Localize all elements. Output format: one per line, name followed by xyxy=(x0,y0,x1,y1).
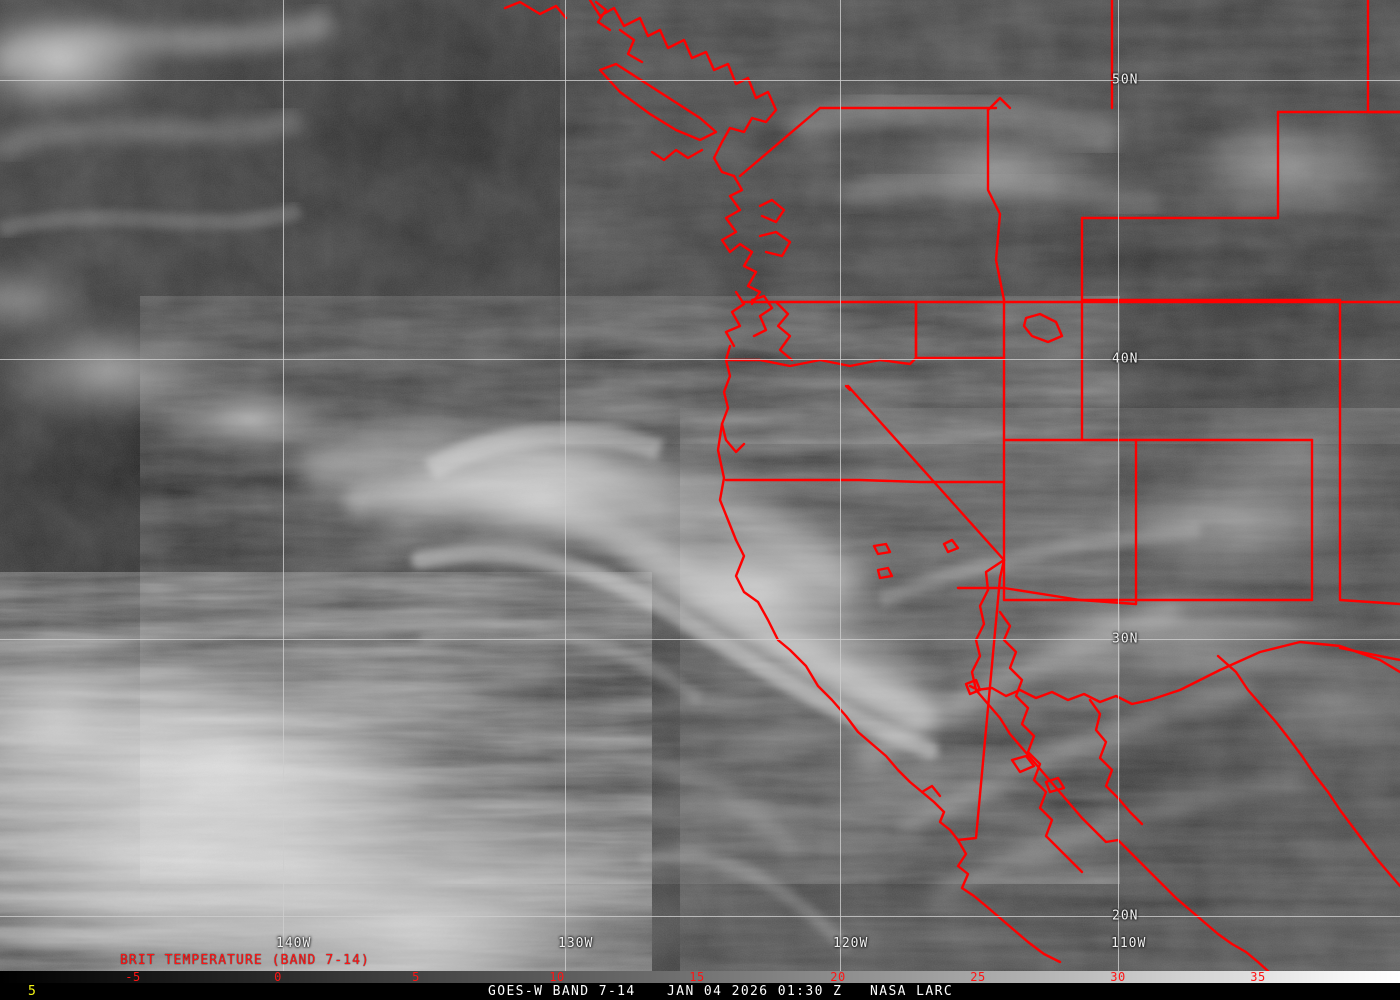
colorbar-tick: 20 xyxy=(830,970,846,984)
satellite-band-label: GOES-W BAND 7-14 xyxy=(488,984,636,999)
colorbar-title: BRIT TEMPERATURE (BAND 7-14) xyxy=(120,953,370,968)
colorbar-tick: 5 xyxy=(412,970,420,984)
colorbar-tick: 30 xyxy=(1110,970,1126,984)
colorbar-tick: 10 xyxy=(549,970,565,984)
frame-number: 5 xyxy=(28,984,36,999)
colorbar-tick: 35 xyxy=(1250,970,1266,984)
colorbar-tick: -5 xyxy=(125,970,141,984)
timestamp-label: JAN 04 2026 01:30 Z xyxy=(667,984,843,999)
lat-label-20n: 20N xyxy=(1112,908,1139,924)
brightness-temperature-colorbar xyxy=(0,971,1400,983)
colorbar-tick: 0 xyxy=(274,970,282,984)
political-boundaries xyxy=(503,0,1400,971)
satellite-ir-imagery xyxy=(0,0,1400,971)
lon-label-140w: 140W xyxy=(276,936,312,951)
lat-label-40n: 40N xyxy=(1112,351,1139,367)
lon-label-130w: 130W xyxy=(558,936,594,951)
lon-label-110w: 110W xyxy=(1111,936,1147,951)
lon-label-120w: 120W xyxy=(833,936,869,951)
satellite-raster: 50N 40N 30N 20N 140W 130W 120W 110W BRIT… xyxy=(0,0,1400,971)
colorbar-tick: 25 xyxy=(970,970,986,984)
colorbar-tick: 15 xyxy=(689,970,705,984)
lat-label-50n: 50N xyxy=(1112,72,1139,88)
lat-label-30n: 30N xyxy=(1112,631,1139,647)
info-bar: 5 GOES-W BAND 7-14 JAN 04 2026 01:30 Z N… xyxy=(0,983,1400,1000)
agency-label: NASA LARC xyxy=(870,984,954,999)
colorbar-tick-labels: -5 0 5 10 15 20 25 30 35 xyxy=(0,971,1400,983)
